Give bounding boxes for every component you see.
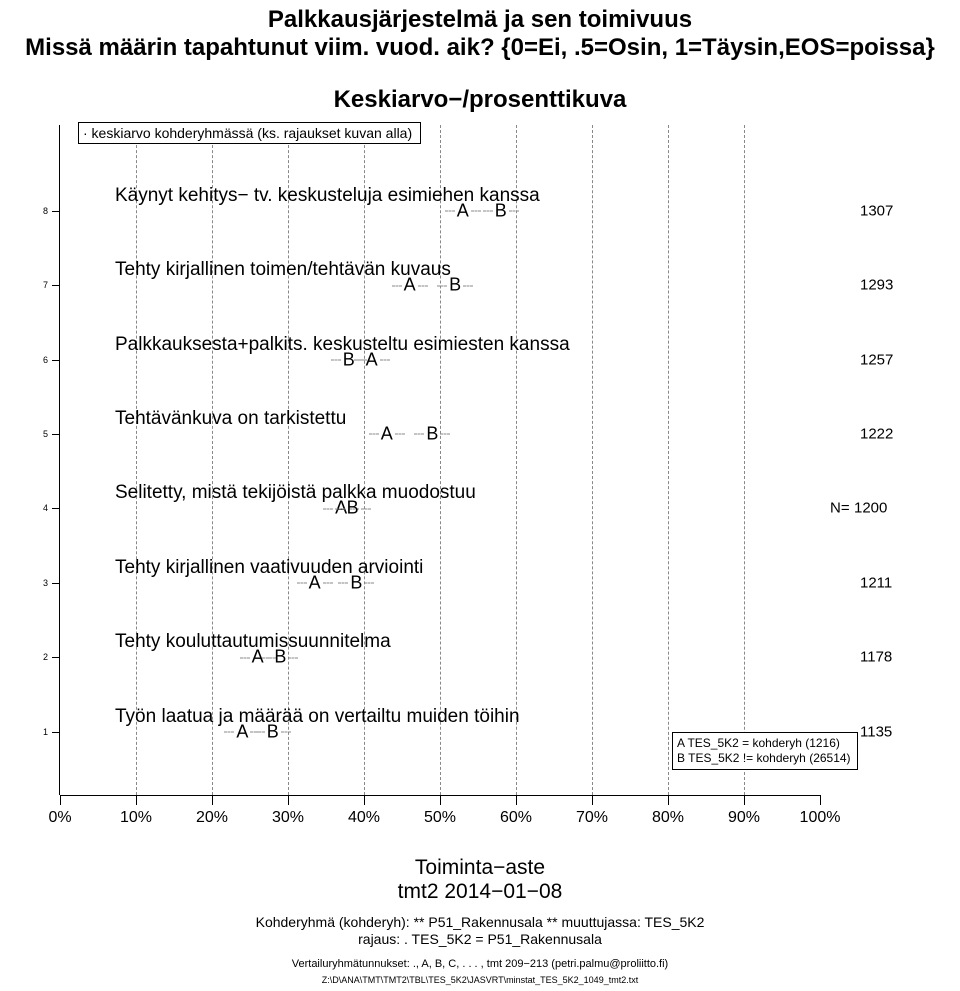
y-tick-label: 5 xyxy=(0,429,48,439)
legend-box: A TES_5K2 = kohderyh (1216)B TES_5K2 != … xyxy=(672,732,858,770)
footer-line-4: Z:\D\ANA\TMT\TMT2\TBL\TES_5K2\JASVRT\min… xyxy=(0,975,960,985)
series-marker-a: A xyxy=(403,275,417,296)
legend-top-box: · keskiarvo kohderyhmässä (ks. rajaukset… xyxy=(78,122,421,144)
subtitle: Keskiarvo−/prosenttikuva xyxy=(0,86,960,114)
x-tick-label: 80% xyxy=(652,809,684,827)
row-count: 1178 xyxy=(860,649,892,666)
legend-row: B TES_5K2 != kohderyh (26514) xyxy=(677,751,851,766)
title-line2: Missä määrin tapahtunut viim. vuod. aik?… xyxy=(0,34,960,62)
series-marker-b: B xyxy=(448,275,462,296)
x-tick xyxy=(592,795,593,805)
series-marker-b: B xyxy=(266,721,280,742)
y-tick-label: 7 xyxy=(0,280,48,290)
y-tick-label: 1 xyxy=(0,727,48,737)
y-axis-line xyxy=(59,125,60,795)
series-marker-a: A xyxy=(235,721,249,742)
footer-line-1: Kohderyhmä (kohderyh): ** P51_Rakennusal… xyxy=(0,914,960,930)
gridline xyxy=(668,125,669,795)
row-count: 1293 xyxy=(860,277,893,294)
row-description: Työn laatua ja määrää on vertailtu muide… xyxy=(115,706,520,728)
y-tick-label: 2 xyxy=(0,652,48,662)
y-tick-label: 4 xyxy=(0,503,48,513)
row-count: 1211 xyxy=(860,574,892,591)
footer-line-2: rajaus: . TES_5K2 = P51_Rakennusala xyxy=(0,931,960,947)
title-line1: Palkkausjärjestelmä ja sen toimivuus xyxy=(0,6,960,34)
x-tick-label: 20% xyxy=(196,809,228,827)
x-axis-title-1: Toiminta−aste xyxy=(0,856,960,880)
x-axis-title-2: tmt2 2014−01−08 xyxy=(0,880,960,904)
series-marker-b: B xyxy=(346,498,360,519)
y-tick xyxy=(52,508,60,509)
series-marker-a: A xyxy=(380,423,394,444)
y-tick-label: 6 xyxy=(0,355,48,365)
x-tick xyxy=(288,795,289,805)
x-tick xyxy=(364,795,365,805)
series-marker-a: A xyxy=(456,200,470,221)
row-count: 1135 xyxy=(860,723,892,740)
row-description: Käynyt kehitys− tv. keskusteluja esimieh… xyxy=(115,185,540,207)
y-tick-label: 3 xyxy=(0,578,48,588)
y-tick xyxy=(52,583,60,584)
x-tick xyxy=(440,795,441,805)
y-tick xyxy=(52,360,60,361)
row-description: Selitetty, mistä tekijöistä palkka muodo… xyxy=(115,482,476,504)
x-tick xyxy=(668,795,669,805)
x-tick xyxy=(136,795,137,805)
series-marker-b: B xyxy=(273,647,287,668)
series-marker-b: B xyxy=(342,349,356,370)
gridline xyxy=(440,125,441,795)
gridline xyxy=(288,125,289,795)
x-tick-label: 100% xyxy=(800,809,841,827)
y-tick xyxy=(52,211,60,212)
row-description: Tehty kirjallinen vaativuuden arviointi xyxy=(115,557,423,579)
x-tick-label: 70% xyxy=(576,809,608,827)
series-marker-a: A xyxy=(308,572,322,593)
gridline xyxy=(592,125,593,795)
gridline xyxy=(364,125,365,795)
x-tick-label: 50% xyxy=(424,809,456,827)
y-tick xyxy=(52,732,60,733)
y-tick xyxy=(52,434,60,435)
gridline xyxy=(744,125,745,795)
n-prefix: N= xyxy=(830,500,850,517)
x-tick xyxy=(212,795,213,805)
x-tick-label: 0% xyxy=(48,809,71,827)
x-tick-label: 10% xyxy=(120,809,152,827)
x-tick-label: 60% xyxy=(500,809,532,827)
series-marker-b: B xyxy=(425,423,439,444)
legend-top-text: · keskiarvo kohderyhmässä (ks. rajaukset… xyxy=(83,125,412,141)
x-tick-label: 40% xyxy=(348,809,380,827)
row-count: 1257 xyxy=(860,351,893,368)
row-description: Tehty kirjallinen toimen/tehtävän kuvaus xyxy=(115,259,451,281)
x-tick xyxy=(744,795,745,805)
x-tick-label: 90% xyxy=(728,809,760,827)
row-description: Tehtävänkuva on tarkistettu xyxy=(115,408,346,430)
y-tick xyxy=(52,285,60,286)
plot-area xyxy=(60,125,820,795)
gridline xyxy=(516,125,517,795)
gridline xyxy=(136,125,137,795)
series-marker-b: B xyxy=(494,200,508,221)
y-tick-label: 8 xyxy=(0,206,48,216)
legend-row: A TES_5K2 = kohderyh (1216) xyxy=(677,736,851,751)
row-count: 1307 xyxy=(860,202,893,219)
x-tick-label: 30% xyxy=(272,809,304,827)
x-axis-line xyxy=(60,795,820,796)
x-tick xyxy=(820,795,821,805)
x-tick xyxy=(516,795,517,805)
footer-line-3: Vertailuryhmätunnukset: ., A, B, C, . . … xyxy=(0,958,960,970)
series-marker-b: B xyxy=(349,572,363,593)
row-count: 1200 xyxy=(854,500,887,517)
y-tick xyxy=(52,657,60,658)
row-count: 1222 xyxy=(860,425,893,442)
gridline xyxy=(212,125,213,795)
x-tick xyxy=(60,795,61,805)
